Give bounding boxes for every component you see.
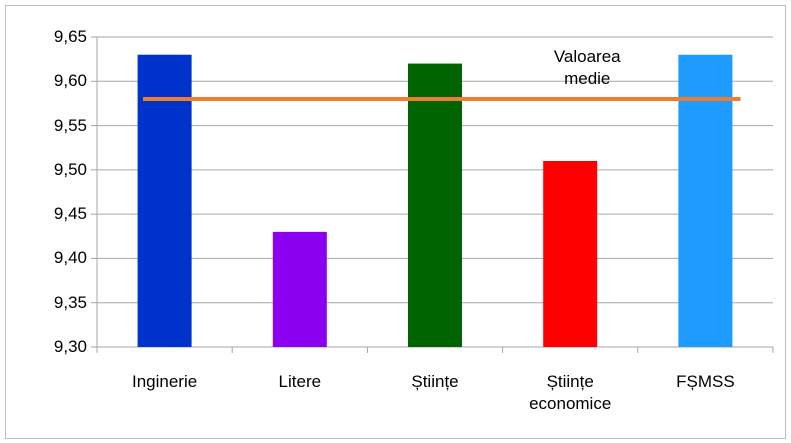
- y-tick-label: 9,65: [53, 27, 87, 46]
- mean-label: Valoarea medie: [553, 47, 621, 88]
- bar: [678, 54, 733, 347]
- y-tick-label: 9,35: [53, 292, 87, 312]
- y-tick-label: 9,55: [53, 115, 87, 135]
- y-tick-label: 9,30: [53, 337, 87, 356]
- y-tick-label: 9,40: [53, 248, 87, 268]
- bar: [137, 54, 192, 347]
- y-tick-label: 9,50: [53, 159, 87, 179]
- y-tick-label: 9,45: [53, 204, 87, 224]
- bar: [272, 231, 327, 347]
- bar: [543, 161, 598, 347]
- y-tick-label: 9,60: [53, 71, 87, 91]
- bar: [408, 63, 462, 347]
- x-tick-label: Inginerie: [131, 372, 198, 391]
- x-tick-label: Științe economice: [529, 372, 612, 413]
- x-tick-label: Litere: [278, 372, 322, 391]
- x-tick-label: FȘMSS: [676, 372, 735, 391]
- chart-frame: [5, 5, 786, 439]
- x-tick-label: Științe: [411, 372, 459, 391]
